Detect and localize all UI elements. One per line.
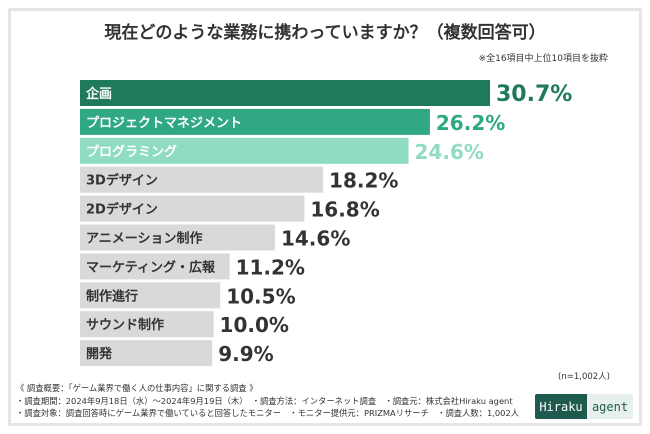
chart-title: 現在どのような業務に携わっていますか？（複数回答可） xyxy=(104,23,546,43)
value-label-7: 11.2% xyxy=(236,255,305,279)
bar-5 xyxy=(80,195,305,222)
footer-line-3: ・調査対象：調査回答時にゲーム業界で働いていると回答したモニター ・モニター提供… xyxy=(16,408,520,419)
survey-footer: 《 調査概要：「ゲーム業界で働く人の仕事内容」に関する調査 》 ・調査期間：20… xyxy=(16,382,526,420)
bar-6 xyxy=(80,224,275,251)
value-label-2: 26.2% xyxy=(436,111,505,135)
chart-note: ※全16項目中上位10項目を抜粋 xyxy=(478,54,608,64)
category-label-3: プログラミング xyxy=(86,144,177,160)
logo-part-2: agent xyxy=(587,394,633,419)
value-label-8: 10.5% xyxy=(226,284,295,308)
bar-1 xyxy=(80,80,490,106)
hiraku-agent-logo: Hiraku agent xyxy=(535,394,633,419)
category-label-7: マーケティング・広報 xyxy=(86,259,216,275)
category-label-4: 3Dデザイン xyxy=(86,173,158,189)
bar-2 xyxy=(80,108,430,135)
bar-4 xyxy=(80,166,324,193)
category-label-8: 制作進行 xyxy=(86,288,138,304)
category-label-6: アニメーション制作 xyxy=(86,231,202,247)
bar-9 xyxy=(80,311,214,338)
sample-size: (n=1,002人) xyxy=(558,372,610,382)
value-label-6: 14.6% xyxy=(281,227,350,251)
value-label-5: 16.8% xyxy=(310,198,379,222)
category-label-5: 2Dデザイン xyxy=(86,202,158,218)
bar-3 xyxy=(80,137,409,164)
category-label-10: 開発 xyxy=(86,346,113,362)
value-label-4: 18.2% xyxy=(329,169,398,193)
footer-line-2: ・調査期間：2024年9月18日（水）〜2024年9月19日（木） ・調査方法：… xyxy=(16,395,513,406)
logo-part-1: Hiraku xyxy=(535,394,587,419)
bar-10 xyxy=(80,340,213,367)
value-label-3: 24.6% xyxy=(415,140,484,164)
footer-line-1: 《 調査概要：「ゲーム業界で働く人の仕事内容」に関する調査 》 xyxy=(16,383,258,393)
bar-7 xyxy=(80,253,230,280)
category-label-2: プロジェクトマネジメント xyxy=(86,116,242,131)
category-label-1: 企画 xyxy=(85,86,112,102)
category-label-9: サウンド制作 xyxy=(86,317,164,333)
value-label-10: 9.9% xyxy=(218,342,273,366)
bar-8 xyxy=(80,282,221,309)
value-label-9: 10.0% xyxy=(220,313,289,337)
value-label-1: 30.7% xyxy=(496,82,572,107)
